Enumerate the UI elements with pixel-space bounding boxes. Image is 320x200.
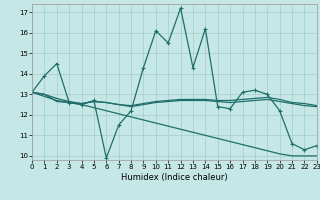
X-axis label: Humidex (Indice chaleur): Humidex (Indice chaleur) bbox=[121, 173, 228, 182]
